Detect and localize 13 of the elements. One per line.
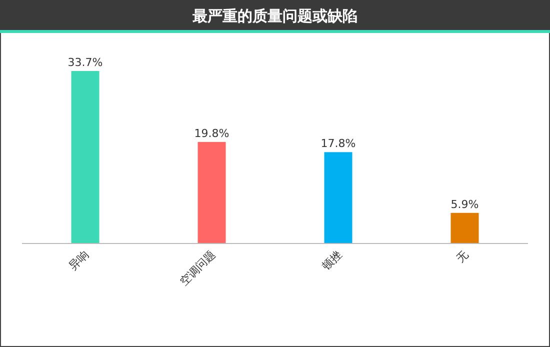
data-label: 19.8% (194, 126, 230, 140)
bar (198, 142, 226, 243)
data-label: 17.8% (320, 137, 356, 150)
x-tick-label: 异响 (66, 248, 92, 273)
bar (450, 212, 479, 243)
bar (71, 71, 100, 243)
data-label: 33.7% (68, 56, 103, 69)
x-tick-label: 无 (454, 248, 471, 265)
x-tick-label: 顿挫 (320, 248, 344, 273)
chart-title: 最严重的质量问题或缺陷 (192, 7, 358, 25)
data-label: 5.9% (450, 198, 479, 211)
x-tick-label: 空调问题 (178, 248, 218, 288)
bar (324, 152, 352, 243)
